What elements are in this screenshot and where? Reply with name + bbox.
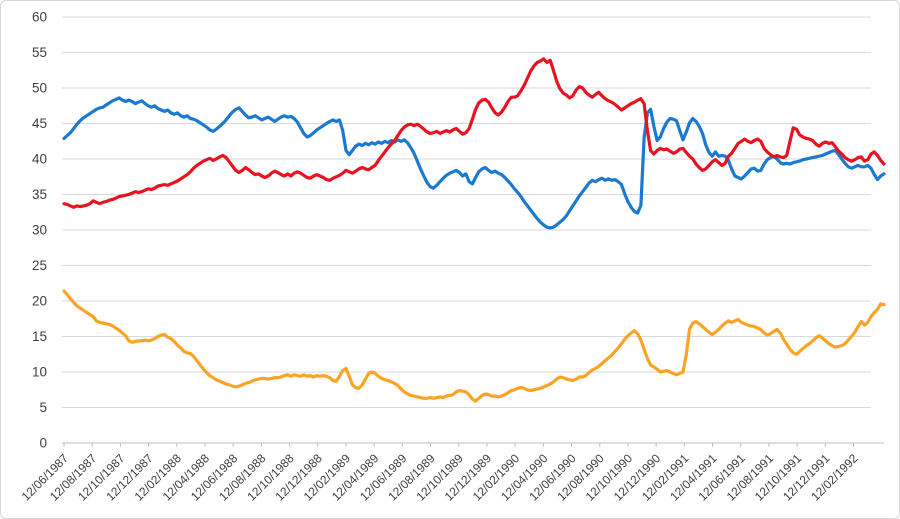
x-axis-labels: 12/06/198712/08/198712/10/198712/12/1987… xyxy=(19,451,861,504)
y-axis-tick-label: 50 xyxy=(32,81,47,96)
y-axis-tick-label: 45 xyxy=(32,116,47,131)
y-axis-tick-label: 35 xyxy=(32,187,47,202)
red-series-line xyxy=(62,57,886,209)
y-axis-tick-label: 55 xyxy=(32,45,47,60)
y-axis-labels: 0 5 10 15 20 25 30 35 40 45 50 55 60 xyxy=(32,10,47,451)
y-axis-tick-label: 0 xyxy=(39,436,47,451)
y-axis-tick-label: 25 xyxy=(32,258,47,273)
y-axis-tick-label: 20 xyxy=(32,294,47,309)
y-axis-tick-label: 10 xyxy=(32,365,47,380)
gridlines xyxy=(62,16,871,408)
orange-series-line xyxy=(62,289,886,403)
y-axis-tick-label: 5 xyxy=(39,400,47,415)
y-axis-tick-label: 15 xyxy=(32,329,47,344)
y-axis-tick-label: 40 xyxy=(32,152,47,167)
y-axis-tick-label: 30 xyxy=(32,223,47,238)
x-axis-ticks xyxy=(63,443,855,447)
y-axis-tick-label: 60 xyxy=(32,10,47,25)
blue-series-line xyxy=(62,96,886,230)
